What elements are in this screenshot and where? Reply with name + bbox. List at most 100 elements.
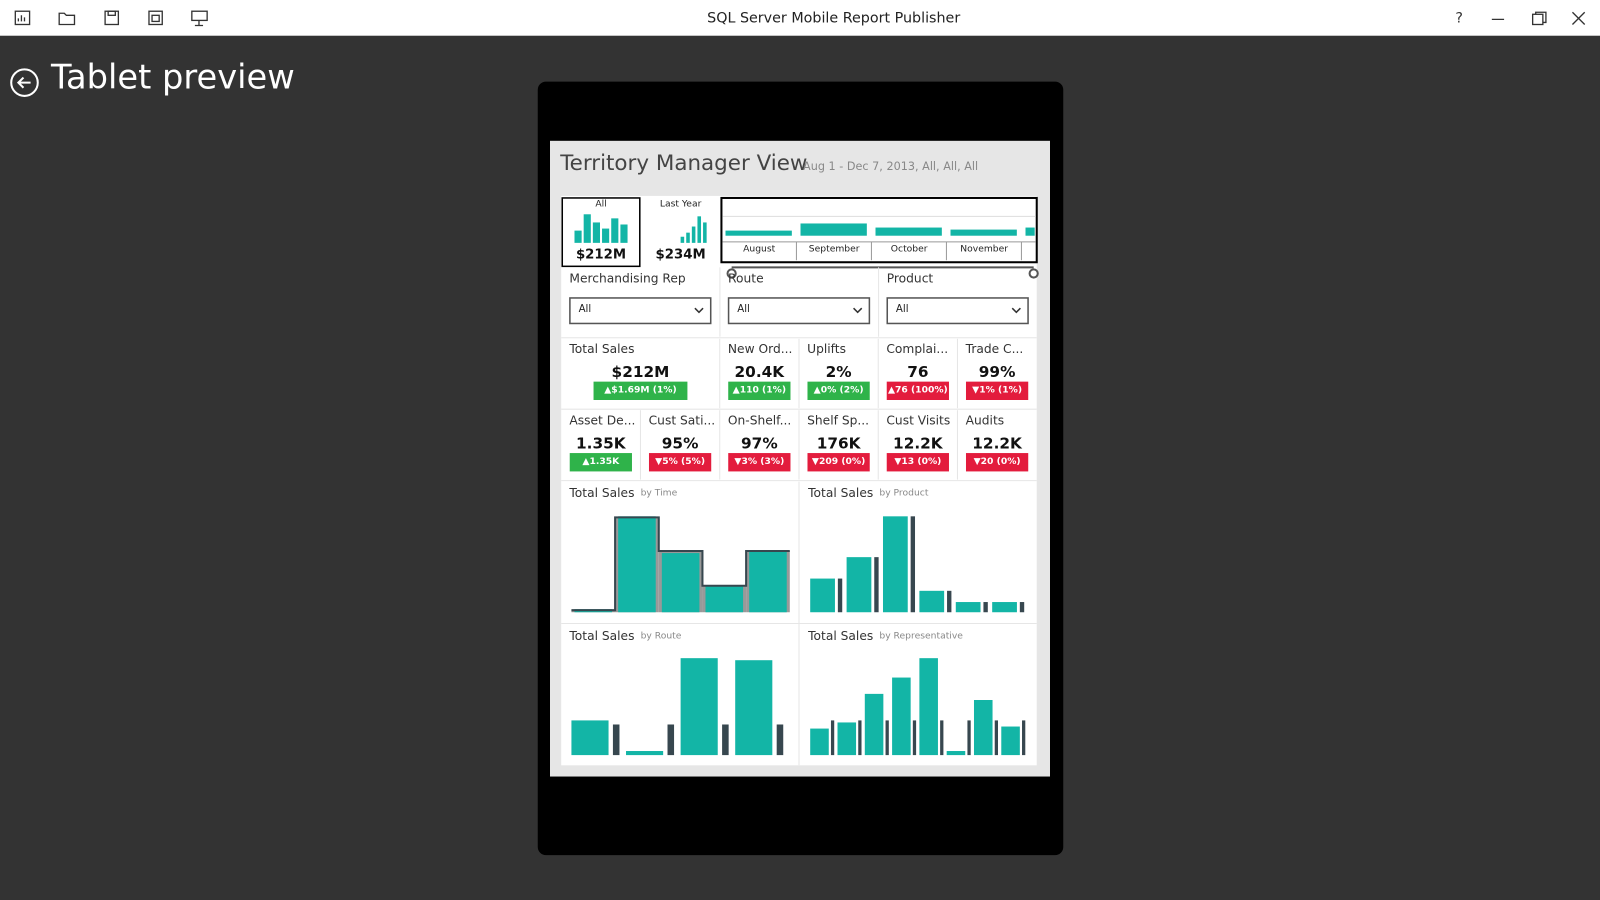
kpi-delta-badge <box>886 381 949 400</box>
selector-bar <box>697 216 702 243</box>
bar <box>882 516 908 613</box>
bar <box>864 693 884 756</box>
kpi-delta-badge <box>648 453 712 472</box>
selector-tile[interactable] <box>561 197 641 268</box>
filter-value: All <box>737 304 750 316</box>
kpi-delta: ▼1% (1%) <box>972 385 1023 396</box>
kpi-value: 97% <box>741 434 778 453</box>
bar <box>749 551 787 613</box>
kpi-name: On-Shelf... <box>727 413 792 428</box>
filter-dropdown[interactable] <box>886 297 1029 325</box>
month-label[interactable]: August <box>743 244 776 255</box>
bar <box>810 578 835 613</box>
save-as-button[interactable] <box>148 10 163 26</box>
bar <box>846 557 872 613</box>
comparison-bar <box>830 720 835 756</box>
comparison-bar <box>667 724 675 756</box>
bar <box>735 660 773 756</box>
comparison-bar <box>912 720 917 756</box>
selector-label: Last Year <box>659 199 702 210</box>
publish-button[interactable] <box>191 10 208 27</box>
bar <box>837 722 857 756</box>
selector-bar <box>583 214 591 243</box>
close-button[interactable] <box>1571 11 1586 25</box>
comparison-bar <box>722 724 729 756</box>
kpi-value: 176K <box>816 434 861 453</box>
kpi-value: 95% <box>661 434 699 453</box>
kpi-name: Uplifts <box>807 341 846 357</box>
kpi-delta-badge <box>965 381 1029 400</box>
bar <box>810 728 829 756</box>
kpi-delta: ▲$1.69M (1%) <box>604 385 677 396</box>
title-bar-icons <box>14 10 1586 27</box>
selector-label: All <box>595 199 607 210</box>
kpi-delta: ▲76 (100%) <box>887 385 948 396</box>
kpi-delta: ▲0% (2%) <box>813 385 864 396</box>
kpi-delta: ▼5% (5%) <box>655 456 706 467</box>
filter-label: Merchandising Rep <box>569 271 686 286</box>
kpi-value: 20.4K <box>734 362 785 382</box>
bar <box>955 602 981 613</box>
kpi-name: Asset De... <box>569 413 636 428</box>
comparison-bar <box>612 724 620 756</box>
chart-title: Total Sales <box>569 628 635 643</box>
comparison-bar <box>837 578 843 613</box>
filter-dropdown[interactable] <box>727 297 871 325</box>
kpi-delta-badge <box>807 381 870 400</box>
help-button[interactable]: ? <box>1455 10 1463 27</box>
comparison-bar <box>885 720 889 756</box>
kpi-delta-badge <box>569 453 632 472</box>
selector-value: $234M <box>655 247 706 263</box>
comparison-bar <box>874 557 879 613</box>
bar <box>626 751 664 756</box>
title-bar <box>0 0 1600 36</box>
selector-bar <box>703 222 707 243</box>
kpi-value: 2% <box>825 362 852 382</box>
selector-bar <box>686 232 690 243</box>
kpi-name: Total Sales <box>569 341 635 357</box>
filter-value: All <box>895 304 909 316</box>
dropdown-chevron <box>1011 307 1021 314</box>
kpi-value: 99% <box>978 362 1016 382</box>
selector-bar <box>574 230 582 243</box>
kpi-value: 12.2K <box>972 434 1022 453</box>
bar <box>705 585 744 613</box>
bar <box>571 720 609 756</box>
selector-bar <box>611 218 619 243</box>
restore-button[interactable] <box>1531 11 1547 26</box>
kpi-value: $212M <box>611 362 670 382</box>
range-handle[interactable] <box>1028 268 1039 279</box>
month-label[interactable]: September <box>808 244 860 255</box>
comparison-bar <box>947 590 952 613</box>
report-subtitle: Aug 1 - Dec 7, 2013, All, All, All <box>803 159 979 173</box>
selector-bar <box>680 236 685 243</box>
selector-value: $212M <box>575 247 627 263</box>
filter-dropdown[interactable] <box>569 297 712 325</box>
save-button[interactable] <box>104 10 120 26</box>
new-report-button[interactable] <box>14 10 31 26</box>
range-handle[interactable] <box>726 268 737 279</box>
navigator-bar <box>725 230 792 236</box>
chart-subtitle: by Route <box>640 631 682 642</box>
filter-value: All <box>578 304 592 316</box>
month-label[interactable]: November <box>960 244 1009 255</box>
selector-bar <box>691 226 696 243</box>
dropdown-chevron <box>694 307 704 314</box>
navigator-bar <box>875 227 942 236</box>
comparison-step-line <box>571 516 790 612</box>
window-title: SQL Server Mobile Report Publisher <box>707 10 961 27</box>
kpi-delta-badge <box>807 453 870 472</box>
month-label[interactable]: October <box>890 244 928 255</box>
open-button[interactable] <box>58 12 76 26</box>
selector-bar <box>592 222 600 243</box>
navigator-bar <box>1025 227 1035 236</box>
kpi-value: 1.35K <box>576 434 626 453</box>
kpi-delta-badge <box>728 453 791 472</box>
chart-subtitle: by Representative <box>879 631 963 642</box>
navigator-bar <box>950 229 1017 236</box>
kpi-delta: ▲110 (1%) <box>732 385 787 396</box>
back-button[interactable] <box>9 67 40 98</box>
chart-title: Total Sales <box>569 485 635 500</box>
